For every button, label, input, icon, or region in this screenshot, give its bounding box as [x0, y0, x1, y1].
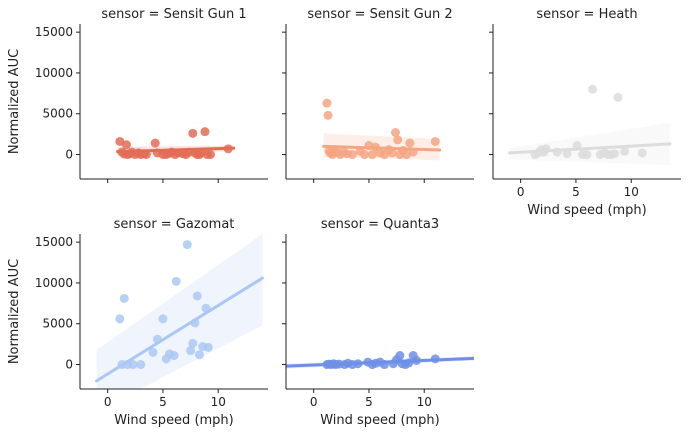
x-tick-label: 5	[365, 395, 373, 409]
scatter-point	[158, 314, 168, 324]
scatter-point	[148, 347, 158, 357]
scatter-point	[121, 140, 131, 150]
scatter-point	[387, 148, 397, 158]
scatter-point	[620, 146, 630, 156]
scatter-point	[430, 136, 440, 146]
confidence-band	[96, 234, 263, 389]
y-tick-label: 15000	[35, 235, 73, 249]
scatter-point	[171, 276, 181, 286]
scatter-point	[637, 148, 647, 158]
panel-title: sensor = Quanta3	[321, 217, 439, 232]
scatter-point	[115, 314, 125, 324]
facet-panel-4: sensor = Gazomat 0 5 10 0 5000 10000 15000 Wind …	[7, 217, 268, 428]
scatter-point	[188, 338, 198, 348]
scatter-point	[150, 138, 160, 148]
scatter-point	[119, 293, 129, 303]
scatter-point	[188, 128, 198, 138]
y-tick-label: 10000	[35, 276, 73, 290]
scatter-point	[194, 350, 204, 360]
scatter-point	[205, 150, 215, 160]
scatter-point	[582, 150, 592, 160]
x-axis-label: Wind speed (mph)	[527, 203, 647, 218]
scatter-point	[367, 150, 377, 160]
scatter-point	[323, 110, 333, 120]
scatter-point	[360, 150, 370, 160]
scatter-point	[182, 240, 192, 250]
regression-line	[322, 144, 442, 152]
y-tick-label: 0	[65, 358, 73, 372]
x-tick-label: 5	[159, 395, 167, 409]
x-axis-label: Wind speed (mph)	[114, 413, 234, 428]
scatter-point	[405, 138, 415, 148]
y-tick-label: 5000	[42, 107, 73, 121]
x-axis-label: Wind speed (mph)	[320, 413, 440, 428]
scatter-point	[128, 360, 138, 370]
regression-line	[286, 356, 474, 368]
y-axis-label: Normalized AUC	[7, 259, 22, 364]
regression-line	[95, 276, 264, 383]
panel-title: sensor = Sensit Gun 2	[307, 7, 452, 22]
x-tick-label: 0	[517, 185, 525, 199]
y-tick-label: 5000	[42, 317, 73, 331]
scatter-point	[613, 92, 623, 102]
x-tick-label: 5	[572, 185, 580, 199]
y-axis-label: Normalized AUC	[7, 49, 22, 154]
scatter-point	[192, 291, 202, 301]
scatter-point	[203, 342, 213, 352]
scatter-point	[186, 346, 196, 356]
y-tick-label: 10000	[35, 66, 73, 80]
facet-panel-1: sensor = Sensit Gun 1 0 5000 10000 15000 Norm…	[7, 7, 268, 183]
panel-title: sensor = Heath	[536, 7, 637, 22]
facet-panel-5: sensor = Quanta3 0 5 10 Wind speed (mph)	[282, 217, 474, 428]
x-tick-label: 10	[417, 395, 432, 409]
scatter-point	[136, 360, 146, 370]
scatter-point	[322, 98, 332, 108]
y-tick-label: 15000	[35, 25, 73, 39]
scatter-point	[169, 351, 179, 361]
x-tick-label: 10	[624, 185, 639, 199]
scatter-point	[395, 351, 405, 361]
scatter-point	[390, 128, 400, 137]
x-tick-label: 10	[211, 395, 226, 409]
scatter-point	[347, 150, 357, 160]
regression-line	[116, 146, 236, 154]
scatter-point	[115, 136, 125, 146]
panel-title: sensor = Gazomat	[114, 217, 235, 232]
scatter-point	[200, 127, 210, 137]
scatter-point	[562, 149, 572, 159]
scatter-point	[393, 135, 403, 145]
confidence-band	[509, 122, 670, 166]
scatter-point	[610, 149, 620, 159]
x-tick-label: 0	[310, 395, 318, 409]
panel-title: sensor = Sensit Gun 1	[101, 7, 246, 22]
y-tick-label: 0	[65, 148, 73, 162]
facet-panel-3: sensor = Heath 0 5 10 Wind speed (mph)	[489, 7, 681, 218]
x-tick-label: 0	[104, 395, 112, 409]
scatter-point	[588, 84, 598, 94]
facet-panel-2: sensor = Sensit Gun 2	[282, 7, 474, 183]
regression-line	[508, 142, 672, 155]
